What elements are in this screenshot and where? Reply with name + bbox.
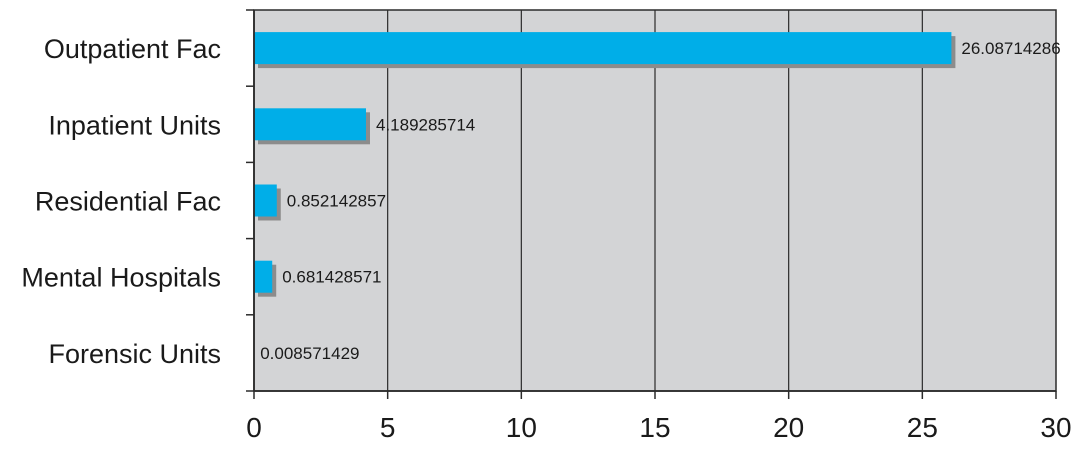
x-tick-label-15: 15 <box>639 412 670 443</box>
bars <box>254 32 956 369</box>
bar-inpatient-units[interactable] <box>254 108 366 141</box>
data-label-mental-hospitals: 0.681428571 <box>282 268 381 287</box>
x-tick-label-5: 5 <box>380 412 396 443</box>
data-label-residential-fac: 0.852142857 <box>287 192 386 211</box>
category-label-inpatient-units: Inpatient Units <box>48 110 221 140</box>
category-label-mental-hospitals: Mental Hospitals <box>21 263 221 293</box>
category-label-forensic-units: Forensic Units <box>48 339 221 369</box>
data-label-forensic-units: 0.008571429 <box>260 344 359 363</box>
bar-mental-hospitals[interactable] <box>254 260 273 293</box>
data-label-outpatient-fac: 26.08714286 <box>961 39 1060 58</box>
category-label-outpatient-fac: Outpatient Fac <box>44 34 221 64</box>
x-tick-label-20: 20 <box>773 412 804 443</box>
data-label-inpatient-units: 4.189285714 <box>376 115 475 134</box>
labels: 0 5 10 15 20 25 30 Outpatient Fac 26.08714286 Inp… <box>21 34 1071 443</box>
x-tick-label-25: 25 <box>907 412 938 443</box>
bar-residential-fac[interactable] <box>254 184 277 217</box>
x-tick-label-10: 10 <box>506 412 537 443</box>
x-tick-label-0: 0 <box>246 412 262 443</box>
axes <box>246 9 1057 399</box>
category-label-residential-fac: Residential Fac <box>35 187 221 217</box>
gridlines <box>387 10 923 391</box>
x-tick-label-30: 30 <box>1040 412 1071 443</box>
bar-outpatient-fac[interactable] <box>254 32 952 65</box>
